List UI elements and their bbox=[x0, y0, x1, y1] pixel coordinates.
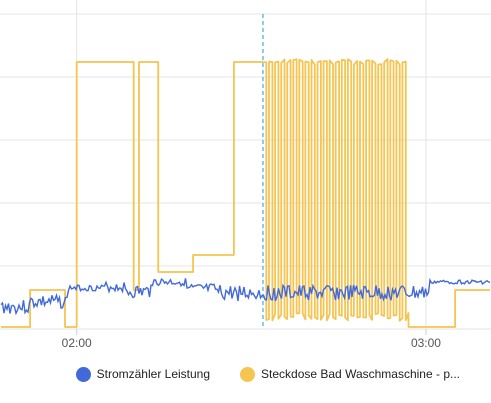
legend: Stromzähler Leistung Steckdose Bad Wasch… bbox=[0, 362, 491, 386]
series-lines bbox=[0, 58, 491, 328]
x-tick-label: 03:00 bbox=[411, 336, 441, 350]
legend-item-steckdose[interactable]: Steckdose Bad Waschmaschine - p... bbox=[240, 366, 460, 382]
legend-label: Stromzähler Leistung bbox=[96, 367, 211, 381]
legend-item-stromzaehler[interactable]: Stromzähler Leistung bbox=[75, 366, 211, 382]
chart: 02:00 03:00 bbox=[0, 0, 491, 350]
series-line-stromzaehler bbox=[0, 277, 491, 316]
legend-label: Steckdose Bad Waschmaschine - p... bbox=[261, 367, 460, 381]
x-tick-label: 02:00 bbox=[62, 336, 92, 350]
x-axis: 02:00 03:00 bbox=[62, 329, 441, 350]
legend-swatch bbox=[75, 366, 91, 382]
legend-swatch bbox=[240, 366, 256, 382]
series-line-steckdose bbox=[1, 58, 490, 328]
grid-lines bbox=[0, 0, 491, 330]
